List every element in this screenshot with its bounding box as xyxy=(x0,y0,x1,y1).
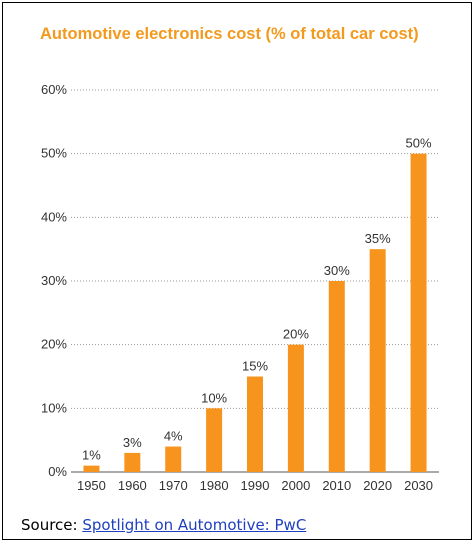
y-tick-label: 20% xyxy=(41,337,67,352)
bar xyxy=(165,446,182,472)
y-tick-label: 30% xyxy=(41,273,67,288)
chart-frame: Automotive electronics cost (% of total … xyxy=(2,2,472,540)
source-link[interactable]: Spotlight on Automotive: PwC xyxy=(82,516,307,534)
x-tick-label: 1960 xyxy=(118,478,147,493)
y-tick-label: 60% xyxy=(41,82,67,97)
data-label: 50% xyxy=(406,136,432,151)
y-tick-label: 10% xyxy=(41,400,67,415)
bar xyxy=(328,281,345,472)
x-tick-label: 2030 xyxy=(404,478,433,493)
bar xyxy=(206,408,223,472)
x-tick-label: 1970 xyxy=(159,478,188,493)
x-tick-label: 2000 xyxy=(281,478,310,493)
bar xyxy=(124,452,141,472)
bar xyxy=(247,376,263,472)
bar xyxy=(369,249,386,472)
y-tick-label: 0% xyxy=(48,464,67,479)
x-tick-label: 1990 xyxy=(241,478,270,493)
data-label: 20% xyxy=(283,327,309,342)
source-label: Source: xyxy=(21,516,83,534)
bar xyxy=(83,465,100,472)
chart-title: Automotive electronics cost (% of total … xyxy=(40,25,419,43)
data-label: 15% xyxy=(242,359,268,374)
x-tick-label: 2020 xyxy=(363,478,392,493)
data-label: 35% xyxy=(365,231,391,246)
data-label: 4% xyxy=(164,429,183,444)
data-label: 3% xyxy=(123,435,142,450)
bar xyxy=(410,153,427,472)
x-tick-label: 1950 xyxy=(77,478,106,493)
y-tick-label: 40% xyxy=(41,209,67,224)
bar xyxy=(287,344,304,472)
data-label: 1% xyxy=(82,448,101,463)
x-tick-label: 1980 xyxy=(200,478,229,493)
data-label: 30% xyxy=(324,263,350,278)
y-tick-label: 50% xyxy=(41,146,67,161)
data-label: 10% xyxy=(201,390,227,405)
x-tick-label: 2010 xyxy=(322,478,351,493)
bar-chart: 0% 10% 20% 30% 40% 50% 60% 1% 1950 3% 1960 4% 1970 10… xyxy=(41,82,439,493)
source-note: Source: Spotlight on Automotive: PwC xyxy=(21,516,306,534)
